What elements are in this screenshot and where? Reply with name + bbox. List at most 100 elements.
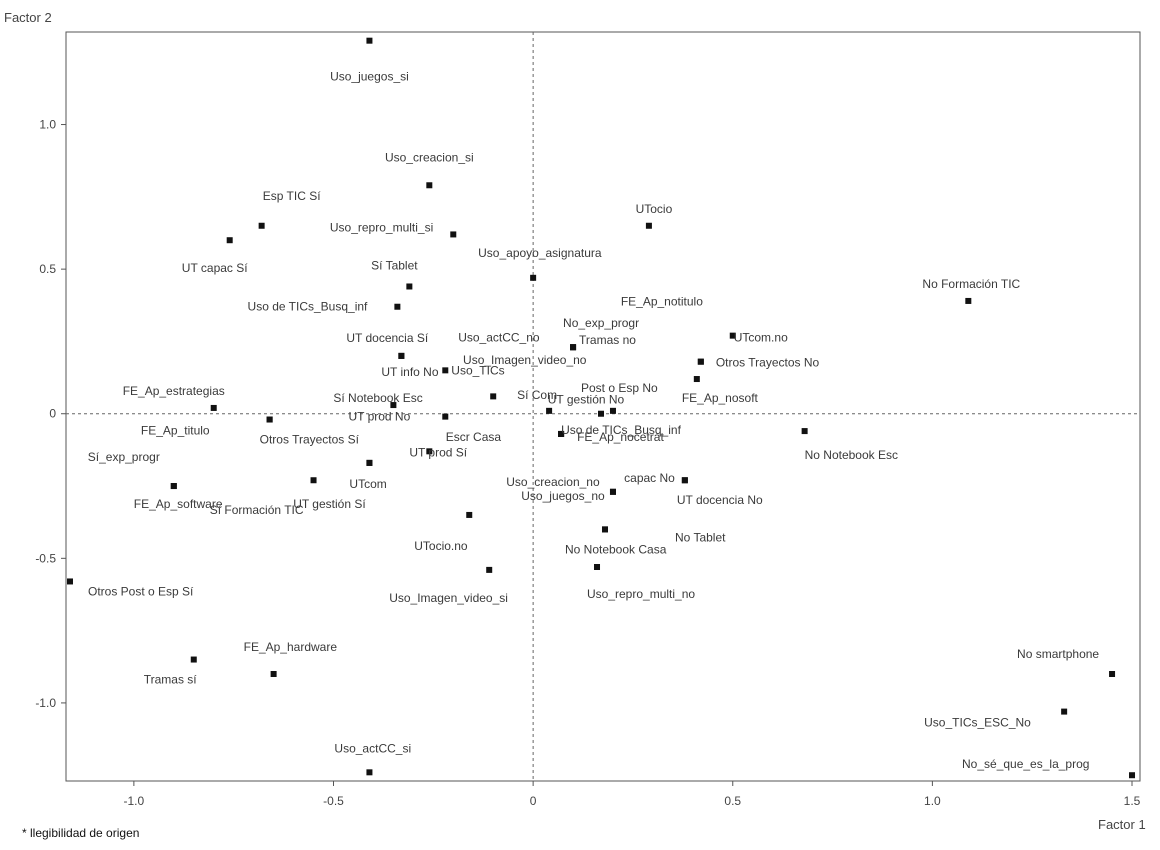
point-label: UT prod Sí	[409, 445, 467, 459]
point-label: No Notebook Esc	[805, 448, 898, 462]
point-label: FE_Ap_nocetrat	[577, 430, 664, 444]
data-point	[394, 303, 401, 310]
y-axis-title: Factor 2	[4, 10, 52, 25]
point-label: FE_Ap_estrategias	[123, 384, 225, 398]
point-label: UTcom	[349, 477, 386, 491]
point-label: No Notebook Casa	[565, 542, 667, 556]
y-axis-ticks: -1.0 -0.5 0 0.5 1.0	[35, 118, 66, 710]
data-point	[801, 428, 808, 435]
data-point	[270, 671, 277, 677]
data-point	[258, 222, 265, 229]
point-label: Uso_actCC_no	[458, 330, 540, 344]
point-label: Uso_juegos_si	[330, 70, 409, 84]
point-label: capac No	[624, 471, 675, 485]
point-label: Uso_Imagen_video_si	[389, 591, 508, 605]
point-label: Uso_creacion_si	[385, 150, 474, 164]
point-label: No_exp_progr	[563, 316, 639, 330]
point-label: Sí Formación TIC	[210, 503, 304, 517]
y-tick-label: 1.0	[39, 118, 56, 132]
point-label: UTocio	[636, 202, 673, 216]
data-point	[490, 393, 497, 400]
point-label: Uso_TICs	[451, 363, 504, 377]
data-point	[1061, 708, 1068, 715]
data-point	[310, 477, 317, 484]
footnote: * llegibilidad de origen	[22, 826, 140, 840]
point-label: UT prod No	[348, 410, 410, 424]
point-label: Otros Trayectos Sí	[260, 433, 360, 447]
data-point	[442, 413, 449, 420]
data-point	[609, 407, 616, 414]
data-point	[594, 564, 601, 570]
y-tick-label: -1.0	[35, 696, 56, 710]
point-label: Esp TIC Sí	[263, 189, 321, 203]
point-label: Tramas no	[579, 333, 636, 347]
data-point	[366, 459, 373, 466]
data-point	[965, 297, 972, 304]
data-point	[66, 578, 73, 585]
point-label: FE_Ap_nosoft	[682, 391, 759, 405]
data-point	[601, 526, 608, 533]
x-axis-ticks: -1.0 -0.5 0 0.5 1.0 1.5	[124, 781, 1141, 808]
data-point	[442, 367, 449, 374]
point-label: Escr Casa	[446, 430, 502, 444]
point-label: Sí Notebook Esc	[333, 391, 422, 405]
point-label: Sí_exp_progr	[88, 450, 160, 464]
x-tick-label: 1.5	[1124, 794, 1141, 808]
data-point	[558, 430, 565, 437]
x-tick-label: 1.0	[924, 794, 941, 808]
point-label: Otros Trayectos No	[716, 356, 820, 370]
point-label: UTcom.no	[734, 331, 788, 345]
y-tick-label: -0.5	[35, 551, 56, 565]
x-tick-label: -0.5	[323, 794, 344, 808]
data-point	[390, 402, 397, 409]
point-label: Sí Com	[517, 388, 557, 402]
point-label: Uso_repro_multi_si	[330, 220, 433, 234]
data-point	[406, 283, 413, 290]
point-label: FE_Ap_notitulo	[621, 295, 703, 309]
data-point	[1109, 671, 1116, 677]
data-point	[226, 237, 233, 244]
data-point	[450, 231, 457, 238]
point-label: UT docencia No	[677, 493, 763, 507]
point-label: UT capac Sí	[182, 261, 248, 275]
point-label: Post o Esp No	[581, 381, 658, 395]
data-points: Uso_juegos_si Uso_creacion_si Esp TIC Sí UT…	[66, 37, 1136, 779]
point-label: Uso_creacion_no	[506, 475, 600, 489]
data-point	[426, 182, 433, 189]
data-point	[366, 37, 373, 44]
point-label: Otros Post o Esp Sí	[88, 584, 194, 598]
data-point	[1129, 772, 1136, 779]
data-point	[366, 769, 373, 776]
point-label: Sí Tablet	[371, 258, 418, 272]
data-point	[266, 416, 273, 423]
point-label: Uso_Imagen_video_no	[463, 353, 587, 367]
x-tick-label: -1.0	[124, 794, 145, 808]
data-point	[170, 483, 177, 490]
data-point	[570, 344, 577, 351]
point-label: Uso_repro_multi_no	[587, 587, 695, 601]
point-label: Tramas sí	[144, 673, 198, 687]
data-point	[398, 352, 405, 359]
data-point	[210, 404, 217, 411]
data-point	[466, 511, 473, 518]
point-label: No_sé_que_es_la_prog	[962, 757, 1089, 771]
data-point	[530, 274, 537, 281]
x-tick-label: 0	[530, 794, 537, 808]
point-label: No Tablet	[675, 530, 726, 544]
point-label: UT gestión No	[548, 393, 625, 407]
y-tick-label: 0	[49, 407, 56, 421]
point-label: Uso_juegos_no	[521, 489, 605, 503]
data-point	[729, 332, 736, 339]
plot-frame	[65, 31, 1141, 782]
point-label: UT info No	[381, 365, 438, 379]
data-point	[609, 488, 616, 495]
point-label: Uso de TICs_Busq_inf	[248, 300, 369, 314]
data-point	[546, 407, 553, 414]
x-tick-label: 0.5	[724, 794, 741, 808]
point-label: UT gestión Sí	[293, 497, 366, 511]
data-point	[190, 656, 197, 663]
point-label: UT docencia Sí	[346, 331, 428, 345]
y-tick-label: 0.5	[39, 262, 56, 276]
point-label: FE_Ap_software	[134, 497, 223, 511]
